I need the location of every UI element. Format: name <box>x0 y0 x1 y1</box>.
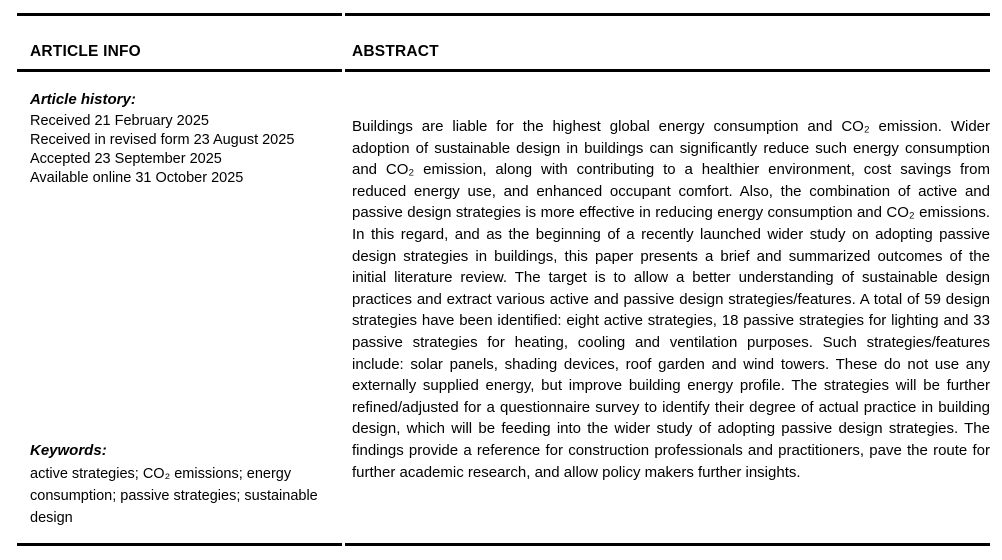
abstract-heading: ABSTRACT <box>345 16 990 72</box>
article-history-label: Article history: <box>30 91 136 108</box>
article-history-line-received: Received 21 February 2025 <box>30 113 209 129</box>
abstract-body-container: Buildings are liable for the highest glo… <box>345 72 990 543</box>
article-history-line-accepted: Accepted 23 September 2025 <box>30 151 222 167</box>
article-info-heading: ARTICLE INFO <box>17 16 342 72</box>
article-history-block: Article history: Received 21 February 20… <box>30 91 336 188</box>
abstract-column: ABSTRACT Buildings are liable for the hi… <box>345 13 990 546</box>
article-history-line-revised: Received in revised form 23 August 2025 <box>30 132 295 148</box>
abstract-body: Buildings are liable for the highest glo… <box>352 118 990 481</box>
article-history-line-available: Available online 31 October 2025 <box>30 170 244 186</box>
article-info-body: Article history: Received 21 February 20… <box>17 72 342 543</box>
keywords-label: Keywords: <box>30 442 107 459</box>
article-info-abstract-table: ARTICLE INFO Article history: Received 2… <box>17 13 990 546</box>
article-info-column: ARTICLE INFO Article history: Received 2… <box>17 13 342 546</box>
keywords-block: Keywords: active strategies; CO₂ emissio… <box>30 442 332 529</box>
keywords-text: active strategies; CO₂ emissions; energy… <box>30 466 318 526</box>
